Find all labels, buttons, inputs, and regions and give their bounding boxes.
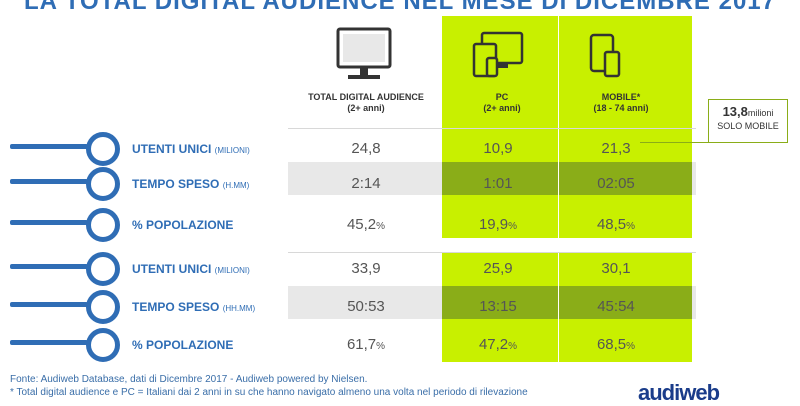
cell-number: 2:14 [351, 175, 381, 192]
cell-number: 61,7 [346, 336, 377, 353]
table-cell-value: 45:54 [566, 298, 666, 315]
cell-number: 68,5 [596, 336, 627, 353]
callout-label: SOLO MOBILE [717, 121, 779, 131]
table-cell-value: 02:05 [566, 175, 666, 192]
source-note: Fonte: Audiweb Database, dati di Dicembr… [10, 374, 368, 385]
cell-percent-sign: % [508, 341, 518, 352]
row-marker-circle [86, 328, 120, 362]
row-label: TEMPO SPESO (H.MM) [132, 177, 249, 191]
callout-unit: milioni [747, 108, 774, 118]
page-title: LA TOTAL DIGITAL AUDIENCE NEL MESE DI DI… [24, 0, 776, 15]
mobile-devices-icon [589, 33, 621, 78]
table-cell-value: 33,9 [316, 260, 416, 277]
desktop-monitor-icon [336, 27, 392, 79]
row-label-text: TEMPO SPESO [132, 177, 223, 191]
table-cell-value: 13:15 [448, 298, 548, 315]
row-label: TEMPO SPESO (HH.MM) [132, 300, 255, 314]
row-label-unit: (HH.MM) [222, 304, 256, 313]
cell-percent-sign: % [626, 341, 636, 352]
table-cell-value: 25,9 [448, 260, 548, 277]
header-pc-title: PC [495, 92, 509, 102]
row-band-highlight [442, 286, 692, 319]
row-label-unit: (MILIONI) [214, 146, 250, 155]
cell-number: 13:15 [479, 298, 517, 315]
cell-number: 45,2 [346, 216, 377, 233]
cell-number: 30,1 [601, 260, 631, 277]
row-connector-line [10, 179, 88, 184]
cell-number: 02:05 [597, 175, 635, 192]
table-cell-value: 1:01 [448, 175, 548, 192]
table-cell-value: 68,5% [566, 336, 666, 353]
row-connector-line [10, 264, 88, 269]
row-marker-circle [86, 208, 120, 242]
table-cell-value: 21,3 [566, 140, 666, 157]
header-total-title: TOTAL DIGITAL AUDIENCE [308, 92, 424, 102]
row-marker-circle [86, 290, 120, 324]
cell-number: 25,9 [483, 260, 513, 277]
cell-percent-sign: % [508, 221, 518, 232]
cell-percent-sign: % [626, 221, 636, 232]
table-cell-value: 30,1 [566, 260, 666, 277]
table-cell-value: 10,9 [448, 140, 548, 157]
cell-number: 48,5 [596, 216, 627, 233]
footnote: * Total digital audience e PC = Italiani… [10, 387, 528, 398]
row-marker-circle [86, 132, 120, 166]
row-label-text: UTENTI UNICI [132, 142, 215, 156]
header-total-subtitle: (2+ anni) [347, 103, 385, 113]
table-cell-value: 24,8 [316, 140, 416, 157]
row-connector-line [10, 220, 88, 225]
row-label-text: UTENTI UNICI [132, 262, 215, 276]
row-label-text: % POPOLAZIONE [132, 338, 234, 352]
row-marker-circle [86, 252, 120, 286]
cell-number: 47,2 [478, 336, 509, 353]
table-cell-value: 19,9% [448, 216, 548, 233]
header-total: TOTAL DIGITAL AUDIENCE (2+ anni) [298, 92, 434, 114]
row-connector-line [10, 302, 88, 307]
row-label: UTENTI UNICI (MILIONI) [132, 142, 250, 156]
cell-number: 19,9 [478, 216, 509, 233]
row-marker-circle [86, 167, 120, 201]
callout-value: 13,8 [722, 104, 748, 119]
callout-connector [640, 142, 710, 143]
header-pc: PC (2+ anni) [452, 92, 552, 114]
table-cell-value: 48,5% [566, 216, 666, 233]
cell-percent-sign: % [376, 341, 386, 352]
cell-number: 33,9 [351, 260, 381, 277]
header-mobile: MOBILE* (18 - 74 anni) [566, 92, 676, 114]
table-cell-value: 47,2% [448, 336, 548, 353]
cell-number: 10,9 [483, 140, 513, 157]
solo-mobile-callout: 13,8milioni SOLO MOBILE [708, 99, 788, 143]
cell-number: 21,3 [601, 140, 631, 157]
audiweb-logo: audiweb [638, 380, 720, 405]
pc-devices-icon [472, 31, 524, 78]
row-band-highlight [442, 162, 692, 195]
table-cell-value: 61,7% [316, 336, 416, 353]
header-mobile-title: MOBILE* [601, 92, 641, 102]
cell-number: 45:54 [597, 298, 635, 315]
header-mobile-subtitle: (18 - 74 anni) [593, 103, 649, 113]
row-divider [288, 128, 696, 129]
cell-number: 24,8 [351, 140, 381, 157]
table-cell-value: 2:14 [316, 175, 416, 192]
row-connector-line [10, 340, 88, 345]
row-label: % POPOLAZIONE [132, 338, 233, 352]
column-divider [558, 16, 559, 238]
table-cell-value: 50:53 [316, 298, 416, 315]
cell-percent-sign: % [376, 221, 386, 232]
header-pc-subtitle: (2+ anni) [483, 103, 521, 113]
cell-number: 50:53 [347, 298, 385, 315]
row-connector-line [10, 144, 88, 149]
row-label: % POPOLAZIONE [132, 218, 233, 232]
row-label-unit: (H.MM) [222, 181, 250, 190]
cell-number: 1:01 [483, 175, 513, 192]
column-divider [558, 252, 559, 362]
row-divider [288, 252, 696, 253]
row-label-text: % POPOLAZIONE [132, 218, 234, 232]
row-label-text: TEMPO SPESO [132, 300, 223, 314]
row-label: UTENTI UNICI (MILIONI) [132, 262, 250, 276]
row-label-unit: (MILIONI) [214, 266, 250, 275]
table-cell-value: 45,2% [316, 216, 416, 233]
